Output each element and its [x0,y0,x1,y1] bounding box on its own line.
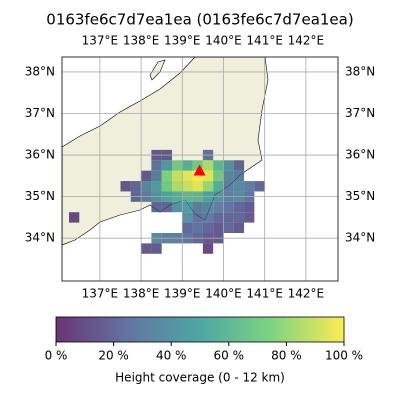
y-tick-label: 34°N [25,231,55,245]
cell [213,201,224,213]
cell [202,170,214,182]
cell [254,181,265,192]
cell [223,212,234,223]
x-tick-label: 142°E [288,287,325,301]
cell [223,222,234,233]
cell [192,160,203,171]
cell [161,201,172,213]
cell [213,181,224,192]
y-tick-label: 38°N [25,64,55,78]
cell [182,160,193,171]
cell [233,170,245,182]
x-tick-label-top: 139°E [164,34,201,48]
cell [202,160,214,171]
cell [244,212,255,223]
station-marker [193,164,206,176]
cell [141,170,152,182]
cell [202,212,214,223]
colorbar-tick-label: 100 % [325,349,363,363]
y-tick-label-right: 35°N [345,189,375,203]
cell [223,201,234,213]
cell [223,170,234,182]
x-tick-label-top: 142°E [288,34,325,48]
cell [151,181,162,192]
colorbar [56,317,344,342]
y-tick-label-right: 37°N [345,106,375,120]
x-tick-label-top: 138°E [123,34,160,48]
cell [213,222,224,233]
cell [223,160,234,171]
cell [182,170,193,182]
cell [192,212,203,223]
cell [213,160,224,171]
cell [182,222,193,233]
y-tick-label: 36°N [25,148,55,162]
y-tick-label-right: 34°N [345,231,375,245]
cell [202,181,214,192]
x-tick-label: 141°E [246,287,283,301]
colorbar-label: Height coverage (0 - 12 km) [115,371,285,385]
colorbar-frame [55,316,345,343]
cell [233,181,245,192]
cell [171,170,183,182]
cell [233,201,245,213]
colorbar-tick-label: 20 % [98,349,129,363]
cell [213,170,224,182]
x-tick-label: 140°E [205,287,242,301]
cell [244,201,255,213]
cell [69,212,80,223]
cell [202,243,214,254]
x-tick-label: 137°E [82,287,119,301]
cell [151,170,162,182]
cell [213,212,224,223]
cell [192,222,203,233]
cell [161,181,172,192]
x-tick-label-top: 140°E [205,34,242,48]
y-tick-label-right: 38°N [345,64,375,78]
cell [171,201,183,213]
island [149,59,166,81]
colorbar-tick-label: 0 % [45,349,68,363]
cell [223,181,234,192]
cell [233,222,245,233]
y-tick-label-right: 36°N [345,148,375,162]
cell [171,181,183,192]
x-tick-label: 139°E [164,287,201,301]
cell [151,160,162,171]
cell [192,201,203,213]
cell [182,181,193,192]
cell [182,201,193,213]
y-tick-label: 35°N [25,189,55,203]
cell [192,181,203,192]
cell [171,160,183,171]
cell [182,212,193,223]
x-tick-label: 138°E [123,287,160,301]
cell [192,170,203,182]
cell [202,222,214,233]
cell [130,181,142,192]
cell [161,170,172,182]
cell [202,201,214,213]
colorbar-tick-label: 40 % [156,349,187,363]
x-tick-label-top: 137°E [82,34,119,48]
cell [244,181,255,192]
cell [141,181,152,192]
x-tick-label-top: 141°E [246,34,283,48]
cell [161,160,172,171]
cell [151,243,162,254]
cell [120,181,131,192]
y-tick-label: 37°N [25,106,55,120]
map-frame [61,56,339,282]
colorbar-tick-label: 60 % [214,349,245,363]
chart-title: 0163fe6c7d7ea1ea (0163fe6c7d7ea1ea) [46,11,353,29]
overlay [62,57,338,281]
colorbar-tick-label: 80 % [271,349,302,363]
cell [151,201,162,213]
cell [141,243,152,254]
cell [233,212,245,223]
cell [233,160,245,171]
